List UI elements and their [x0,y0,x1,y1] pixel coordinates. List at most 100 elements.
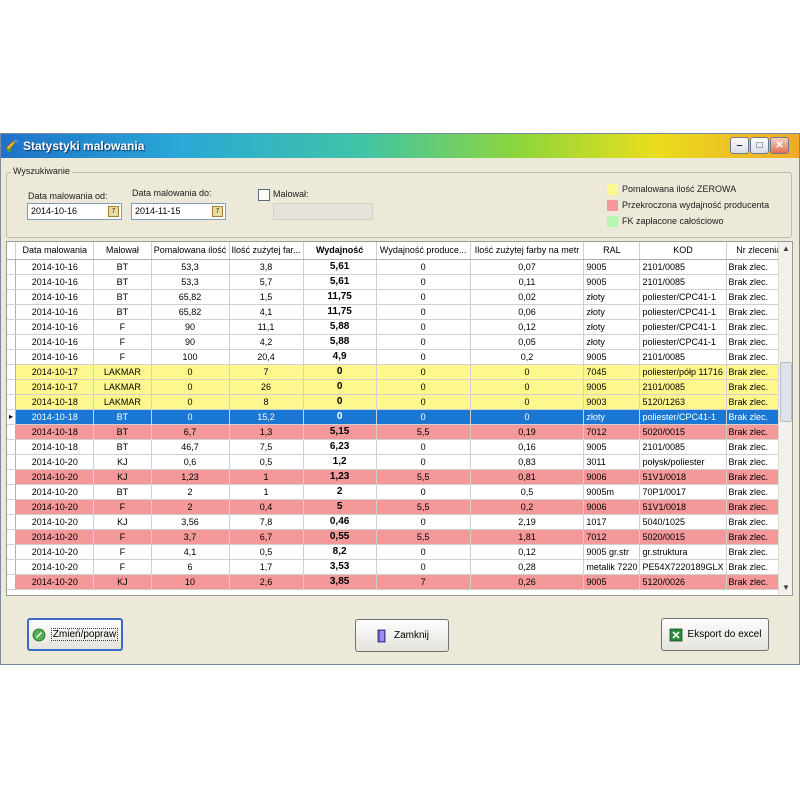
column-header[interactable]: Nr zlecenia [726,242,792,260]
table-row[interactable]: 2014-10-16 BT 53,3 5,7 5,61 0 0,11 9005 2101/008… [7,274,792,290]
table-cell: 70P1/0017 [639,484,727,500]
table-row[interactable]: ▸ 2014-10-18 BT 0 15,2 0 0 0 złoty poliester/CPC4… [7,409,792,425]
scroll-down-icon[interactable]: ▼ [782,583,790,592]
row-indicator[interactable] [7,544,17,560]
date-to-picker[interactable]: 2014-11-15 7 [131,203,226,220]
table-cell: 0 [151,364,230,380]
table-cell: 15,2 [229,409,304,425]
row-indicator[interactable] [7,334,17,350]
table-row[interactable]: 2014-10-16 F 90 11,1 5,88 0 0,12 złoty poliester… [7,319,792,335]
data-grid[interactable]: Data malowania Malował Pomalowana ilość … [6,241,793,596]
column-header[interactable]: RAL [583,242,641,260]
row-indicator[interactable]: ▸ [7,409,17,425]
table-row[interactable]: 2014-10-16 F 90 4,2 5,88 0 0,05 złoty poliester/… [7,334,792,350]
row-indicator[interactable] [7,364,17,380]
edit-button[interactable]: Zmień/popraw [27,618,123,651]
maximize-button[interactable]: □ [750,137,769,154]
table-row[interactable]: 2014-10-20 BT 2 1 2 0 0,5 9005m 70P1/0017 Brak zl… [7,484,792,500]
table-cell: BT [93,409,152,425]
table-cell: 2014-10-16 [15,334,95,350]
table-row[interactable]: 2014-10-20 F 3,7 6,7 0,55 5,5 1,81 7012 5020/001… [7,529,792,545]
table-cell: metalik 7220 [583,559,641,575]
row-indicator[interactable] [7,559,17,575]
row-indicator[interactable] [7,349,17,365]
row-indicator[interactable] [7,439,17,455]
table-row[interactable]: 2014-10-20 F 6 1,7 3,53 0 0,28 metalik 7220 PE54… [7,559,792,575]
date-from-picker[interactable]: 2014-10-16 7 [27,203,122,220]
table-row[interactable]: 2014-10-18 LAKMAR 0 8 0 0 0 9003 5120/1263 Brak z… [7,394,792,410]
table-cell: 0,12 [470,319,585,335]
row-indicator[interactable] [7,274,17,290]
row-indicator[interactable] [7,454,17,470]
table-cell: 9005 [583,259,641,275]
table-cell: 5,61 [303,274,377,290]
row-indicator[interactable] [7,319,17,335]
minimize-button[interactable]: ‒ [730,137,749,154]
title-bar[interactable]: Statystyki malowania ‒ □ ✕ [1,134,799,158]
window-title: Statystyki malowania [23,139,145,153]
row-indicator[interactable] [7,424,17,440]
table-row[interactable]: 2014-10-20 F 2 0,4 5 5,5 0,2 9006 51V1/0018 Brak … [7,499,792,515]
row-indicator[interactable] [7,259,17,275]
table-row[interactable]: 2014-10-20 KJ 0,6 0,5 1,2 0 0,83 3011 połysk/pol… [7,454,792,470]
row-indicator[interactable] [7,304,17,320]
malowal-checkbox[interactable] [258,189,270,201]
column-header[interactable]: Malował [93,242,152,260]
column-header[interactable]: Wydajność [303,242,377,260]
table-cell: 9005m [583,484,641,500]
table-cell: 5,88 [303,319,377,335]
table-cell: 2014-10-20 [15,514,95,530]
table-cell: 4,1 [229,304,304,320]
row-indicator[interactable] [7,514,17,530]
table-row[interactable]: 2014-10-20 KJ 1,23 1 1,23 5,5 0,81 9006 51V1/001… [7,469,792,485]
table-cell: LAKMAR [93,364,152,380]
table-cell: 8,2 [303,544,377,560]
table-cell: 1,23 [303,469,377,485]
row-indicator[interactable] [7,394,17,410]
table-cell: 0,06 [470,304,585,320]
table-row[interactable]: 2014-10-17 LAKMAR 0 7 0 0 0 7045 poliester/półp … [7,364,792,380]
row-indicator[interactable] [7,499,17,515]
close-window-button[interactable]: ✕ [770,137,789,154]
calendar-icon[interactable]: 7 [212,206,223,217]
column-header[interactable]: Pomalowana ilość [151,242,230,260]
table-cell: 5,5 [376,469,471,485]
table-row[interactable]: 2014-10-16 BT 65,82 4,1 11,75 0 0,06 złoty polie… [7,304,792,320]
column-header[interactable]: Data malowania [15,242,95,260]
table-row[interactable]: 2014-10-16 BT 65,82 1,5 11,75 0 0,02 złoty polie… [7,289,792,305]
vertical-scrollbar[interactable]: ▲ ▼ [778,242,792,595]
table-row[interactable]: 2014-10-16 BT 53,3 3,8 5,61 0 0,07 9005 2101/008… [7,259,792,275]
table-row[interactable]: 2014-10-16 F 100 20,4 4,9 0 0,2 9005 2101/0085 Br… [7,349,792,365]
row-indicator[interactable] [7,379,17,395]
scroll-up-icon[interactable]: ▲ [782,244,790,253]
table-cell: F [93,349,152,365]
table-row[interactable]: 2014-10-20 KJ 3,56 7,8 0,46 0 2,19 1017 5040/102… [7,514,792,530]
table-cell: 7 [376,574,471,590]
row-indicator[interactable] [7,289,17,305]
scroll-thumb[interactable] [780,362,792,422]
column-header[interactable]: Ilość zużytej farby na metr [470,242,585,260]
table-cell: 0,46 [303,514,377,530]
export-excel-button[interactable]: Eksport do excel [661,618,769,651]
row-indicator[interactable] [7,484,17,500]
table-cell: 5020/0015 [639,529,727,545]
table-cell: 0 [376,334,471,350]
row-indicator[interactable] [7,469,17,485]
table-row[interactable]: 2014-10-18 BT 6,7 1,3 5,15 5,5 0,19 7012 5020/00… [7,424,792,440]
close-button[interactable]: Zamknij [355,619,449,652]
table-cell: 0,2 [470,499,585,515]
calendar-icon[interactable]: 7 [108,206,119,217]
table-row[interactable]: 2014-10-17 LAKMAR 0 26 0 0 0 9005 2101/0085 Brak … [7,379,792,395]
table-row[interactable]: 2014-10-20 F 4,1 0,5 8,2 0 0,12 9005 gr.str gr.s… [7,544,792,560]
table-cell: 2101/0085 [639,379,727,395]
column-header[interactable]: Ilość zużytej far... [229,242,304,260]
table-row[interactable]: 2014-10-18 BT 46,7 7,5 6,23 0 0,16 9005 2101/008… [7,439,792,455]
table-cell: 5,61 [303,259,377,275]
column-header[interactable]: Wydajność produce... [376,242,471,260]
row-indicator[interactable] [7,529,17,545]
table-row[interactable]: 2014-10-20 KJ 10 2,6 3,85 7 0,26 9005 5120/0026 B… [7,574,792,590]
column-header[interactable]: KOD [639,242,727,260]
table-cell: F [93,319,152,335]
row-indicator[interactable] [7,574,17,590]
table-cell: 1 [229,484,304,500]
